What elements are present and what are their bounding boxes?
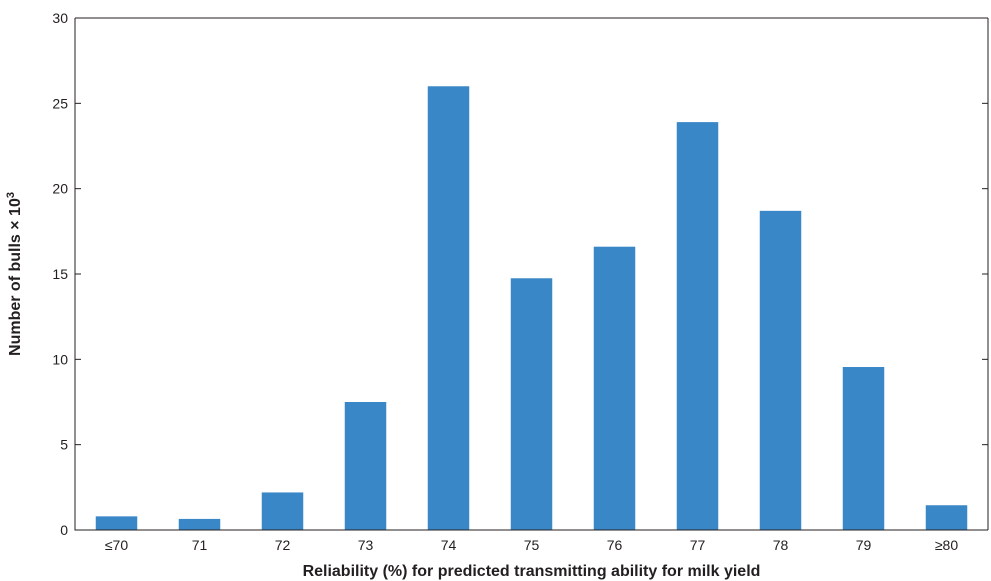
x-tick-label: 77	[690, 537, 706, 553]
x-axis-title: Reliability (%) for predicted transmitti…	[303, 563, 761, 580]
x-tick-label: 72	[275, 537, 291, 553]
bar-2	[261, 492, 304, 530]
bar-4	[427, 86, 470, 531]
x-tick-label: 75	[524, 537, 540, 553]
bars-group	[95, 86, 968, 531]
x-tick-label: 73	[358, 537, 374, 553]
y-tick-label: 25	[52, 95, 68, 111]
x-ticks-group: ≤70 71 72 73 74 75 76 77 78 79 ≥80	[105, 537, 958, 553]
bar-8	[759, 210, 802, 530]
y-tick-label: 5	[60, 437, 68, 453]
x-tick-label: 78	[773, 537, 789, 553]
y-axis-title-superscript: 3	[5, 192, 17, 198]
x-tick-label: ≤70	[105, 537, 128, 553]
bar-7	[676, 122, 719, 531]
x-tick-label: 79	[856, 537, 872, 553]
y-tick-label: 10	[52, 351, 68, 367]
bar-5	[510, 278, 553, 530]
x-tick-label: ≥80	[935, 537, 958, 553]
y-tick-label: 20	[52, 181, 68, 197]
bar-6	[593, 246, 636, 530]
y-tick-label: 30	[52, 10, 68, 26]
bar-3	[344, 402, 387, 530]
x-tick-label: 76	[607, 537, 623, 553]
bar-0	[95, 516, 138, 530]
y-tick-label: 0	[60, 522, 68, 538]
x-tick-label: 74	[441, 537, 457, 553]
axes-frame	[74, 17, 989, 531]
plot-area: 0 5 10 15 20 25 30 ≤70 71 72 73 74 75 76 77 78 79 ≥80	[52, 10, 989, 553]
x-tick-label: 71	[192, 537, 208, 553]
bar-9	[842, 367, 885, 530]
y-ticks-group: 0 5 10 15 20 25 30	[52, 10, 988, 538]
y-axis-title: Number of bulls × 103	[5, 192, 24, 356]
bar-1	[178, 518, 221, 530]
y-tick-label: 15	[52, 266, 68, 282]
bar-10	[925, 505, 968, 530]
y-axis-title-main: Number of bulls × 10	[7, 198, 24, 356]
